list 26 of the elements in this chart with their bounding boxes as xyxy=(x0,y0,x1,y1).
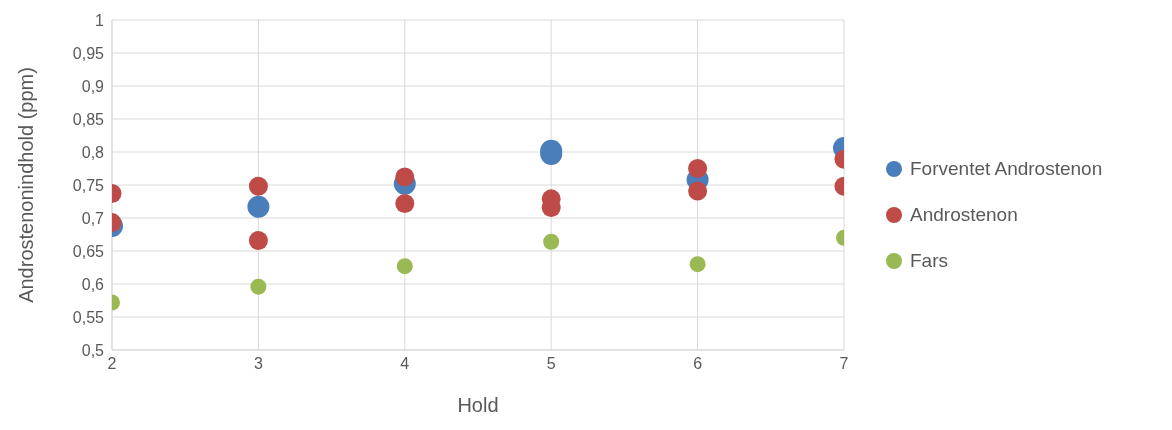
point xyxy=(395,167,415,187)
y-tick-label: 0,8 xyxy=(81,143,105,161)
y-tick-label: 0,95 xyxy=(72,44,105,62)
y-tick-label: 0,75 xyxy=(72,176,105,194)
point xyxy=(396,258,413,275)
y-axis-title: Androstenonindhold (ppm) xyxy=(15,67,38,303)
y-tick-label: 0,9 xyxy=(81,77,105,95)
x-tick-label: 5 xyxy=(546,355,556,373)
legend-label: Fars xyxy=(910,250,948,272)
x-tick-label: 2 xyxy=(107,355,117,373)
y-tick-label: 0,6 xyxy=(81,275,105,293)
y-tick-label: 0,65 xyxy=(72,242,105,260)
legend-label: Androstenon xyxy=(910,204,1018,226)
x-tick-label: 3 xyxy=(253,355,263,373)
point xyxy=(543,233,560,250)
y-tick-label: 0,55 xyxy=(72,308,105,326)
point xyxy=(395,193,415,213)
x-axis-title: Hold xyxy=(457,394,499,416)
x-tick-label: 4 xyxy=(400,355,410,373)
x-tick-label: 6 xyxy=(693,355,703,373)
y-tick-label: 1 xyxy=(95,11,105,29)
y-tick-label: 0,7 xyxy=(81,209,105,227)
y-tick-label: 0,5 xyxy=(81,341,105,359)
y-tick-label: 0,85 xyxy=(72,110,105,128)
legend-label: Forventet Androstenon xyxy=(910,158,1103,180)
x-tick-label: 7 xyxy=(839,355,849,373)
